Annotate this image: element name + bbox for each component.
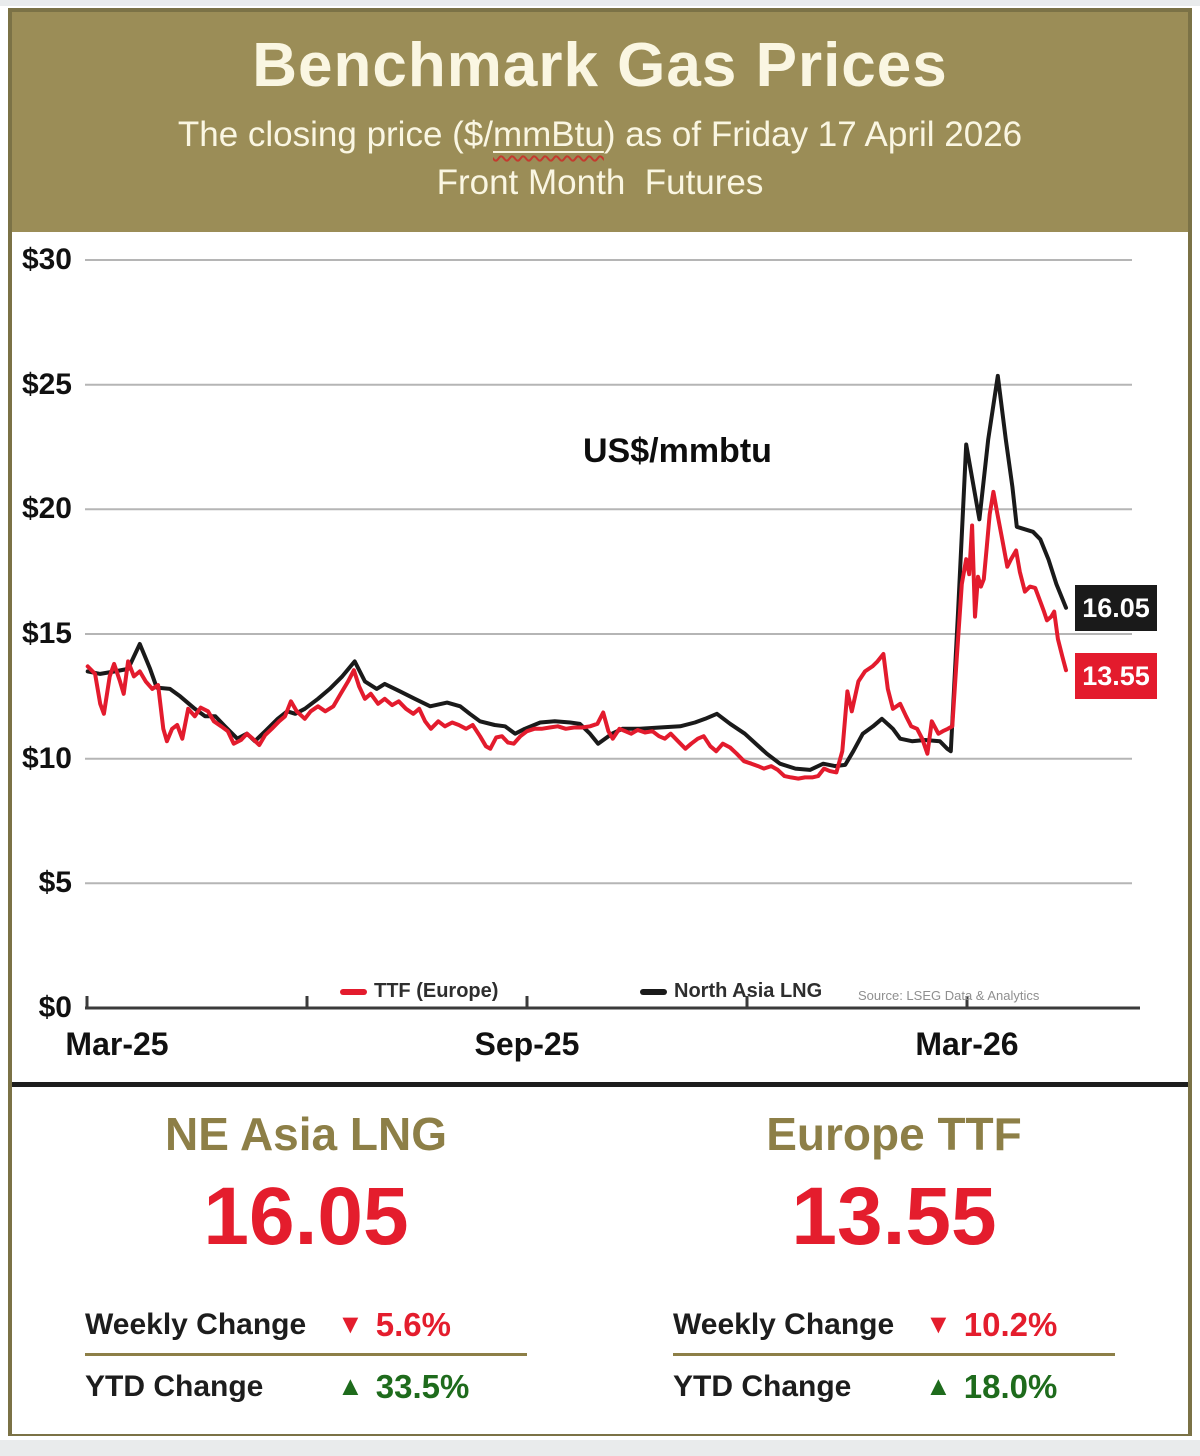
y-axis-label: $20 [21, 492, 72, 526]
legend-item-ttf: TTF (Europe) [340, 980, 498, 1003]
y-axis-label: $10 [21, 741, 72, 775]
ttf-line-swatch [340, 988, 367, 995]
y-axis-label: $5 [38, 866, 72, 900]
north-asia-price-callout: 16.05 [1075, 585, 1157, 631]
row-divider [85, 1352, 527, 1356]
ytd-change-row: YTD Change ▲ 18.0% [673, 1364, 1115, 1410]
ttf-europe-line [85, 489, 1068, 781]
weekly-change-pct: 5.6% [375, 1305, 451, 1343]
ytd-change-label: YTD Change [673, 1369, 852, 1403]
units-annotation: US$/mmbtu [583, 432, 772, 470]
weekly-change-row: Weekly Change ▼ 5.6% [85, 1302, 527, 1348]
subtitle-part1: The closing price ($/ [177, 115, 493, 154]
subtitle-mmbtu-underlined: mmBtu [493, 115, 604, 154]
panel-title: NE Asia LNG [164, 1108, 448, 1160]
summary-panel-europe-ttf: Europe TTF 13.55 Weekly Change ▼ 10.2% Y… [600, 1087, 1188, 1434]
ytd-change-row: YTD Change ▲ 33.5% [85, 1364, 527, 1410]
header: Benchmark Gas Prices The closing price (… [12, 12, 1188, 232]
ytd-change-label: YTD Change [85, 1369, 264, 1403]
outer-frame: Benchmark Gas Prices The closing price (… [8, 8, 1192, 1436]
page-title: Benchmark Gas Prices [252, 31, 948, 100]
ytd-change-pct: 18.0% [963, 1367, 1058, 1405]
ytd-change-value: ▲ 33.5% [337, 1368, 469, 1406]
source-credit: Source: LSEG Data & Analytics [858, 988, 1040, 1003]
up-triangle-icon: ▲ [337, 1371, 364, 1402]
x-axis-label: Mar-26 [915, 1026, 1019, 1062]
north-asia-line-swatch [640, 988, 667, 995]
north-asia-lng-line [85, 373, 1068, 772]
page-subtitle: The closing price ($/mmBtu) as of Friday… [12, 115, 1188, 155]
weekly-change-label: Weekly Change [673, 1307, 895, 1341]
weekly-change-label: Weekly Change [85, 1307, 307, 1341]
y-axis-label: $15 [21, 617, 72, 650]
summary-section: NE Asia LNG 16.05 Weekly Change ▼ 5.6% Y… [12, 1087, 1188, 1434]
panel-price-value: 13.55 [791, 1170, 997, 1262]
weekly-change-value: ▼ 10.2% [925, 1306, 1057, 1344]
down-triangle-icon: ▼ [337, 1309, 364, 1340]
price-chart-plot [85, 259, 1140, 1010]
page-subtitle-line2: Front Month Futures [436, 163, 764, 202]
summary-panel-ne-asia: NE Asia LNG 16.05 Weekly Change ▼ 5.6% Y… [12, 1087, 600, 1434]
panel-price-value: 16.05 [203, 1170, 409, 1262]
y-axis-label: $0 [38, 991, 72, 1024]
price-chart: US$/mmbtu TTF (Europe) North Asia LNG So… [12, 232, 1188, 1087]
subtitle-part2: ) as of Friday 17 April 2026 [603, 115, 1023, 154]
weekly-change-pct: 10.2% [963, 1305, 1058, 1343]
row-divider [673, 1352, 1115, 1356]
weekly-change-value: ▼ 5.6% [337, 1306, 451, 1344]
legend-label-ttf: TTF (Europe) [374, 980, 499, 1002]
bottom-edge-strip [0, 1440, 1200, 1456]
ttf-price-callout: 13.55 [1075, 653, 1157, 699]
down-triangle-icon: ▼ [925, 1309, 952, 1340]
panel-change-rows: Weekly Change ▼ 10.2% YTD Change ▲ 18.0% [673, 1302, 1115, 1410]
panel-title: Europe TTF [766, 1108, 1022, 1160]
ytd-change-pct: 33.5% [375, 1367, 470, 1405]
y-axis-label: $25 [21, 367, 72, 401]
subtitle-mmbtu-spellcheck: mmBtu [493, 115, 604, 154]
legend-label-north-asia: North Asia LNG [674, 980, 823, 1002]
ytd-change-value: ▲ 18.0% [925, 1368, 1057, 1406]
legend-item-north-asia: North Asia LNG [640, 980, 822, 1003]
x-axis-label: Sep-25 [474, 1026, 580, 1062]
top-edge-strip [0, 0, 1200, 6]
up-triangle-icon: ▲ [925, 1371, 952, 1402]
x-axis-label: Mar-25 [65, 1026, 169, 1062]
weekly-change-row: Weekly Change ▼ 10.2% [673, 1302, 1115, 1348]
panel-change-rows: Weekly Change ▼ 5.6% YTD Change ▲ 33.5% [85, 1302, 527, 1410]
y-axis-label: $30 [21, 243, 72, 276]
